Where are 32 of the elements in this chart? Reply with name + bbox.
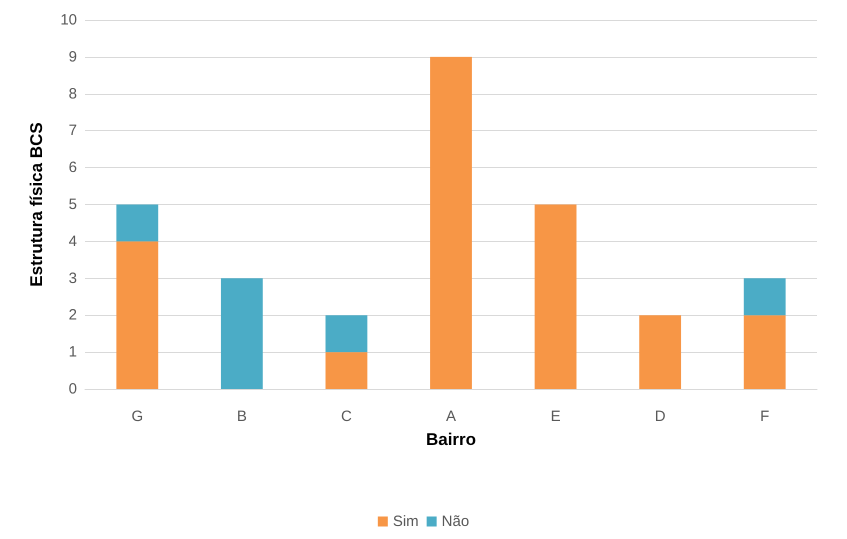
- y-tick-label: 0: [68, 380, 77, 398]
- x-axis-title: Bairro: [426, 430, 476, 449]
- y-tick-label: 6: [68, 159, 77, 176]
- y-tick-label: 4: [68, 232, 77, 250]
- y-tick-label: 10: [60, 12, 77, 28]
- x-tick-label: D: [654, 408, 666, 425]
- bar: [639, 315, 682, 389]
- legend-label: Não: [442, 513, 470, 530]
- bar: [116, 204, 158, 242]
- y-tick-label: 9: [68, 48, 77, 66]
- bar: [326, 315, 368, 352]
- bar: [326, 352, 368, 389]
- y-axis-title: Estrutura física BCS: [27, 122, 46, 287]
- bar: [220, 278, 263, 389]
- x-tick-label: A: [446, 408, 456, 425]
- x-tick-label: F: [760, 408, 770, 425]
- y-tick-label: 1: [68, 344, 77, 361]
- y-tick-label: 3: [68, 270, 77, 287]
- bar: [116, 241, 158, 389]
- x-tick-label: C: [341, 408, 352, 425]
- y-tick-label: 2: [68, 306, 77, 324]
- y-tick-label: 8: [68, 85, 77, 102]
- bar: [430, 56, 472, 389]
- bar: [744, 315, 786, 389]
- bar: [744, 278, 786, 316]
- legend-label: Sim: [392, 513, 419, 530]
- x-tick-label: G: [131, 408, 144, 425]
- x-tick-label: E: [550, 408, 561, 425]
- x-tick-label: B: [236, 408, 247, 425]
- y-tick-label: 7: [68, 122, 77, 140]
- bar: [534, 204, 576, 389]
- y-tick-label: 5: [68, 196, 77, 213]
